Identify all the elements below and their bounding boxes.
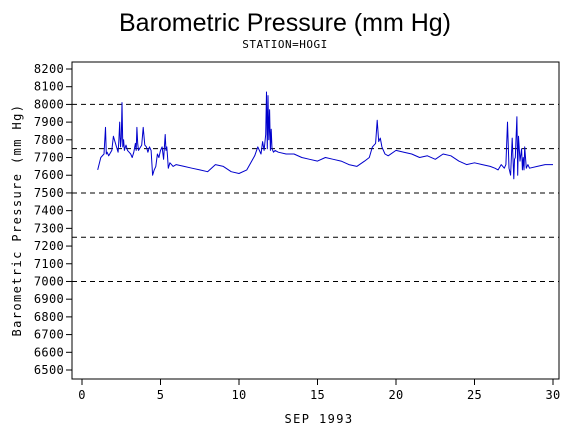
y-tick-label-7600: 7600 [34, 168, 64, 182]
y-tick-label-8200: 8200 [34, 62, 64, 76]
x-tick-label-5: 5 [157, 388, 165, 402]
x-tick-label-20: 20 [388, 388, 403, 402]
y-tick-label-6500: 6500 [34, 363, 64, 377]
y-tick-label-7700: 7700 [34, 151, 64, 165]
y-tick-label-7000: 7000 [34, 274, 64, 288]
y-tick-label-7500: 7500 [34, 186, 64, 200]
x-tick-label-15: 15 [310, 388, 325, 402]
chart-subtitle: STATION=HOGI [242, 38, 327, 51]
y-axis-label: Barometric Pressure (mm Hg) [10, 104, 24, 337]
series-group [97, 91, 553, 180]
x-tick-label-0: 0 [78, 388, 86, 402]
x-tick-label-10: 10 [231, 388, 246, 402]
y-tick-label-8100: 8100 [34, 80, 64, 94]
y-tick-label-8000: 8000 [34, 97, 64, 111]
y-tick-label-7200: 7200 [34, 239, 64, 253]
reference-lines [72, 103, 559, 282]
y-tick-label-7900: 7900 [34, 115, 64, 129]
y-axis: 6500 6600 6700 6800 6900 7000 7100 7200 7300 7400… [34, 62, 72, 377]
y-tick-label-7400: 7400 [34, 204, 64, 218]
x-axis-label: SEP 1993 [285, 412, 354, 426]
x-tick-label-30: 30 [545, 388, 560, 402]
y-tick-label-6800: 6800 [34, 310, 64, 324]
y-tick-label-7100: 7100 [34, 257, 64, 271]
y-tick-label-7300: 7300 [34, 221, 64, 235]
y-tick-label-6900: 6900 [34, 292, 64, 306]
series-line-0 [97, 91, 553, 180]
plot-frame [71, 61, 560, 380]
chart-title: Barometric Pressure (mm Hg) [119, 9, 451, 37]
x-tick-label-25: 25 [467, 388, 482, 402]
y-tick-label-7800: 7800 [34, 133, 64, 147]
y-tick-label-6700: 6700 [34, 328, 64, 342]
x-axis: 0 5 10 15 20 25 30 [78, 379, 560, 402]
y-tick-label-6600: 6600 [34, 345, 64, 359]
